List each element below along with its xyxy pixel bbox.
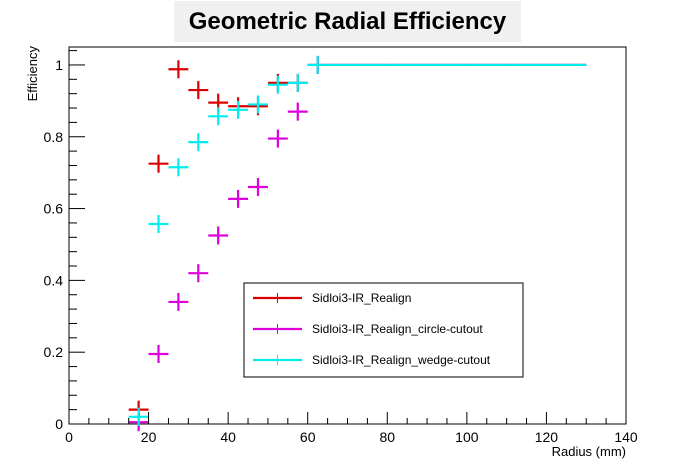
legend-label: Sidloi3-IR_Realign_circle-cutout <box>312 322 483 336</box>
series-3 <box>128 55 587 426</box>
axis-layer: 0 20 40 60 80 100 120 140 0 0.2 0.4 0.6 0.8 1 <box>44 50 638 445</box>
y-tick-label: 0.2 <box>44 344 64 360</box>
y-tick-label: 0.8 <box>44 129 64 145</box>
y-tick-label: 0.4 <box>44 272 64 288</box>
x-tick-label: 0 <box>65 429 73 445</box>
x-tick-label: 80 <box>379 429 395 445</box>
y-axis-title: Efficiency <box>25 46 40 102</box>
x-tick-label: 140 <box>614 429 638 445</box>
y-tick-label: 0 <box>55 416 63 432</box>
chart-title: Geometric Radial Efficiency <box>188 8 507 35</box>
legend-label: Sidloi3-IR_Realign <box>312 291 411 305</box>
y-tick-label: 1 <box>55 57 63 73</box>
y-tick-label: 0.6 <box>44 201 64 217</box>
x-axis-title: Radius (mm) <box>552 444 626 459</box>
x-tick-label: 40 <box>220 429 236 445</box>
x-tick-label: 120 <box>535 429 559 445</box>
legend-label: Sidloi3-IR_Realign_wedge-cutout <box>312 353 491 367</box>
x-tick-label: 100 <box>455 429 479 445</box>
x-tick-label: 20 <box>141 429 157 445</box>
chart-title-background <box>174 1 521 42</box>
x-tick-label: 60 <box>300 429 316 445</box>
data-layer <box>128 55 587 432</box>
legend: Sidloi3-IR_Realign Sidloi3-IR_Realign_cir… <box>243 282 524 378</box>
